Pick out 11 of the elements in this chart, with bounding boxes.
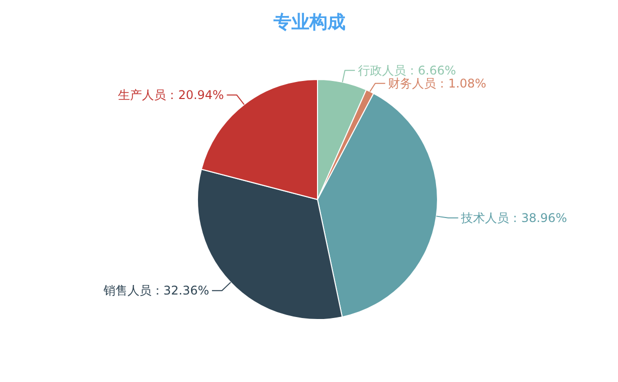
slice-label: 生产人员	[118, 88, 166, 102]
slice-label: 销售人员	[102, 284, 152, 298]
data-label: ：38.96%	[509, 210, 567, 225]
data-label: ：1.08%	[436, 76, 486, 90]
slice-label: 财务人员	[388, 76, 436, 90]
slice-label: 行政人员	[358, 63, 406, 78]
slice-label: 技术人员	[460, 210, 510, 225]
data-label: ：32.36%	[151, 284, 210, 298]
chart-title: 专业构成	[272, 12, 346, 33]
data-label: ：6.66%	[406, 63, 456, 78]
data-label: ：20.94%	[166, 88, 224, 102]
